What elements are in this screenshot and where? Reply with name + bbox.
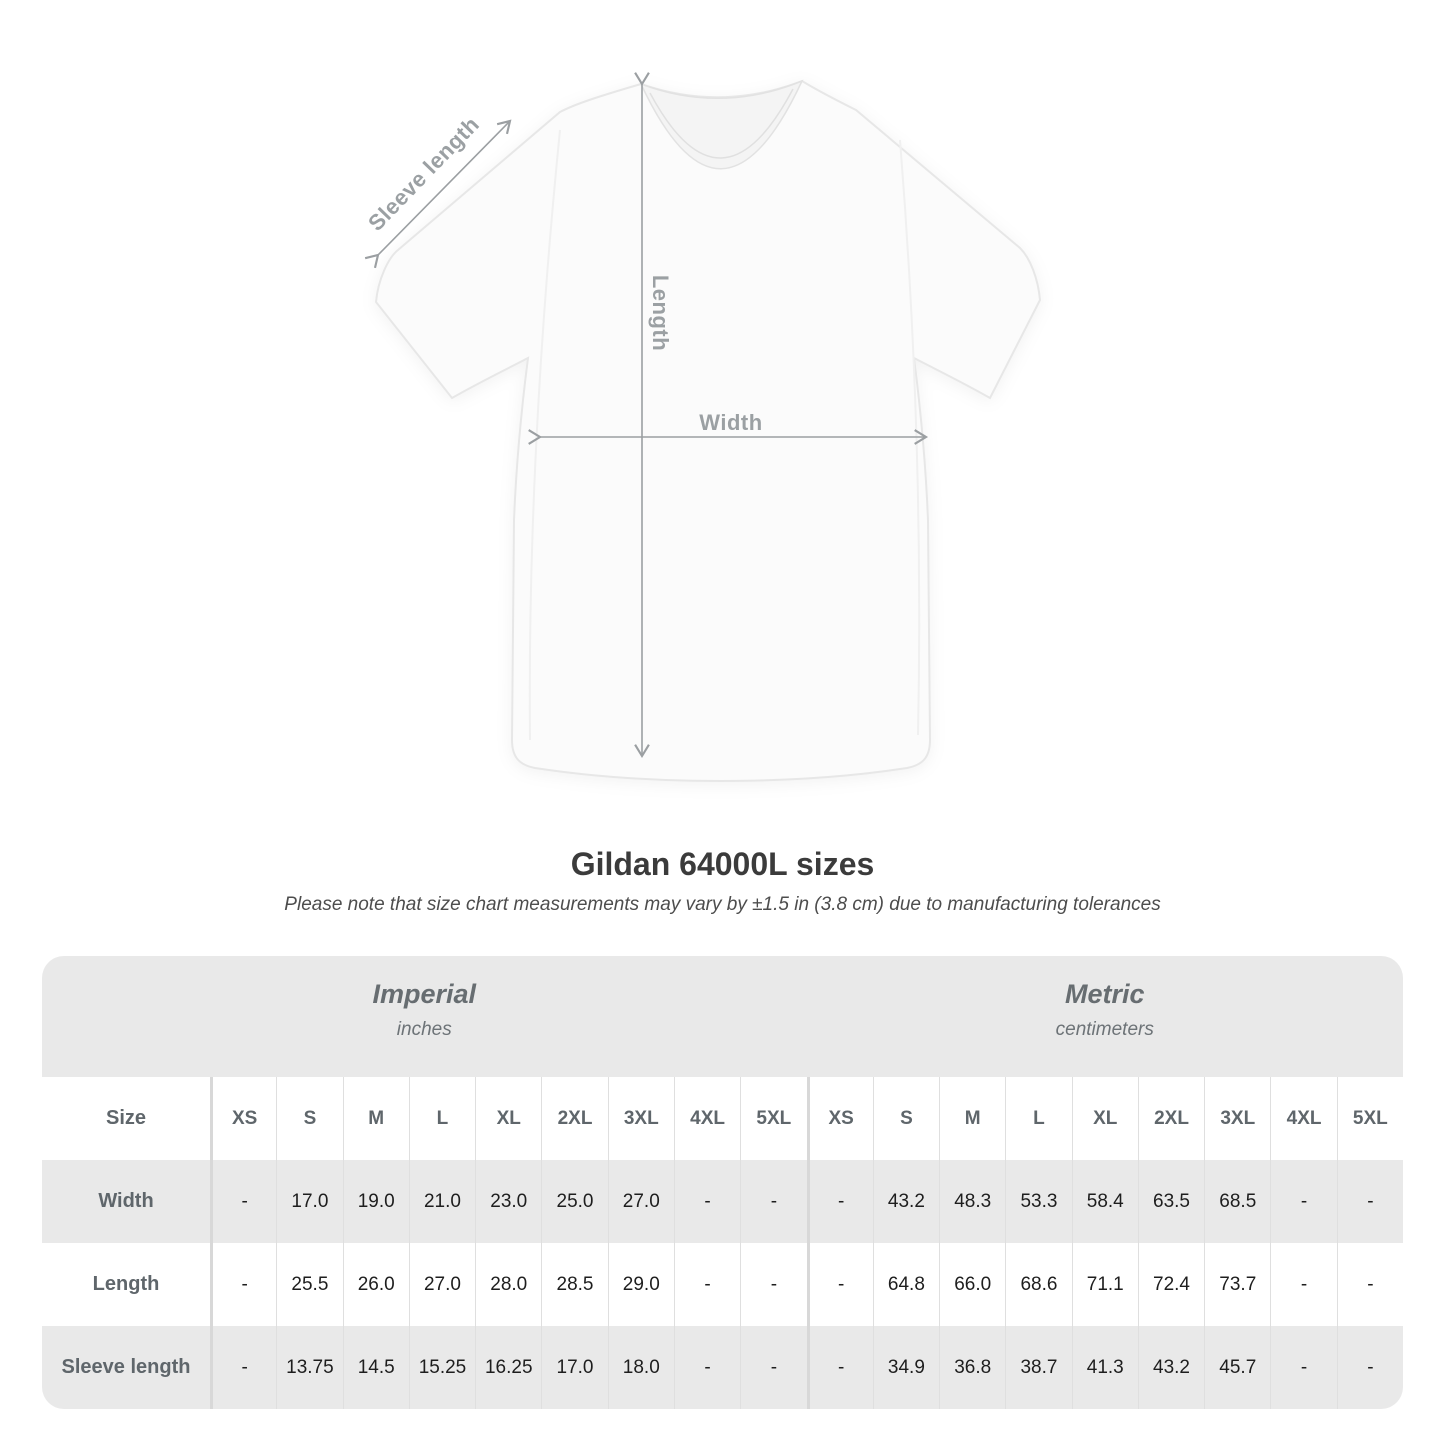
metric-section-unit: centimeters	[1055, 1018, 1154, 1040]
cell-value: 19.0	[342, 1160, 409, 1243]
cell-value: 27.0	[408, 1243, 476, 1326]
cell-value: -	[673, 1160, 741, 1243]
cell-value: -	[806, 1326, 873, 1409]
cell-value: 41.3	[1071, 1326, 1138, 1409]
cell-value: -	[1336, 1160, 1403, 1243]
cell-value: -	[740, 1160, 807, 1243]
cell-value: 58.4	[1071, 1160, 1138, 1243]
size-col-header-metric-5xl: 5XL	[1336, 1077, 1403, 1160]
imperial-section-header: Imperial inches	[42, 956, 807, 1077]
size-col-header-imperial-xs: XS	[210, 1077, 277, 1160]
size-col-header-metric-s: S	[872, 1077, 940, 1160]
size-col-header-imperial-5xl: 5XL	[740, 1077, 807, 1160]
cell-value: 38.7	[1005, 1326, 1072, 1409]
cell-value: 53.3	[1005, 1160, 1072, 1243]
cell-value: -	[1336, 1326, 1403, 1409]
cell-value: 26.0	[342, 1243, 409, 1326]
cell-value: 28.5	[541, 1243, 608, 1326]
cell-value: 71.1	[1071, 1243, 1138, 1326]
cell-value: -	[1270, 1326, 1337, 1409]
size-col-header-metric-xs: XS	[806, 1077, 873, 1160]
size-col-header-metric-m: M	[939, 1077, 1006, 1160]
cell-value: -	[806, 1243, 873, 1326]
cell-value: 68.5	[1204, 1160, 1271, 1243]
cell-value: 45.7	[1204, 1326, 1271, 1409]
size-col-header-metric-4xl: 4XL	[1270, 1077, 1337, 1160]
cell-value: 29.0	[607, 1243, 674, 1326]
cell-value: 68.6	[1005, 1243, 1072, 1326]
cell-value: -	[210, 1243, 277, 1326]
imperial-section-unit: inches	[396, 1018, 452, 1040]
cell-value: -	[210, 1160, 277, 1243]
cell-value: 63.5	[1137, 1160, 1205, 1243]
cell-value: 43.2	[1137, 1326, 1205, 1409]
cell-value: -	[740, 1243, 807, 1326]
cell-value: 21.0	[408, 1160, 476, 1243]
cell-value: -	[210, 1326, 277, 1409]
cell-value: -	[1336, 1243, 1403, 1326]
size-col-header-imperial-3xl: 3XL	[607, 1077, 674, 1160]
width-measure-label: Width	[699, 410, 763, 435]
cell-value: 66.0	[939, 1243, 1006, 1326]
row-label: Length	[42, 1243, 210, 1326]
row-label: Sleeve length	[42, 1326, 210, 1409]
page-title: Gildan 64000L sizes	[570, 846, 875, 882]
cell-value: 13.75	[276, 1326, 343, 1409]
size-table: Imperial inches Metric centimeters Size X…	[42, 956, 1403, 1409]
cell-value: 17.0	[541, 1326, 608, 1409]
cell-value: 28.0	[475, 1243, 542, 1326]
cell-value: 72.4	[1137, 1243, 1205, 1326]
cell-value: 64.8	[872, 1243, 940, 1326]
size-col-header-imperial-xl: XL	[475, 1077, 542, 1160]
size-col-header-imperial-m: M	[342, 1077, 409, 1160]
cell-value: 16.25	[475, 1326, 542, 1409]
size-col-header-imperial-l: L	[408, 1077, 476, 1160]
metric-section-header: Metric centimeters	[806, 956, 1403, 1077]
size-col-header-imperial-4xl: 4XL	[673, 1077, 741, 1160]
length-measure-label: Length	[648, 274, 673, 352]
cell-value: -	[1270, 1243, 1337, 1326]
cell-value: 25.0	[541, 1160, 608, 1243]
cell-value: 27.0	[607, 1160, 674, 1243]
sleeve-length-arrow	[364, 119, 512, 269]
cell-value: 18.0	[607, 1326, 674, 1409]
tolerance-note: Please note that size chart measurements…	[284, 894, 1161, 915]
cell-value: -	[806, 1160, 873, 1243]
cell-value: 15.25	[408, 1326, 476, 1409]
cell-value: 34.9	[872, 1326, 940, 1409]
cell-value: 48.3	[939, 1160, 1006, 1243]
size-col-header-imperial-s: S	[276, 1077, 343, 1160]
size-col-header-metric-xl: XL	[1071, 1077, 1138, 1160]
cell-value: 36.8	[939, 1326, 1006, 1409]
size-col-header-imperial-2xl: 2XL	[541, 1077, 608, 1160]
cell-value: -	[673, 1326, 741, 1409]
cell-value: 73.7	[1204, 1243, 1271, 1326]
metric-section-label: Metric	[1064, 978, 1145, 1009]
size-col-header-metric-2xl: 2XL	[1137, 1077, 1205, 1160]
size-corner-label: Size	[42, 1077, 210, 1160]
cell-value: -	[673, 1243, 741, 1326]
cell-value: -	[740, 1326, 807, 1409]
imperial-section-label: Imperial	[372, 978, 477, 1009]
cell-value: 14.5	[342, 1326, 409, 1409]
cell-value: -	[1270, 1160, 1337, 1243]
cell-value: 17.0	[276, 1160, 343, 1243]
cell-value: 23.0	[475, 1160, 542, 1243]
cell-value: 25.5	[276, 1243, 343, 1326]
tshirt-image	[364, 72, 1042, 783]
size-col-header-metric-3xl: 3XL	[1204, 1077, 1271, 1160]
row-label: Width	[42, 1160, 210, 1243]
size-col-header-metric-l: L	[1005, 1077, 1072, 1160]
cell-value: 43.2	[872, 1160, 940, 1243]
